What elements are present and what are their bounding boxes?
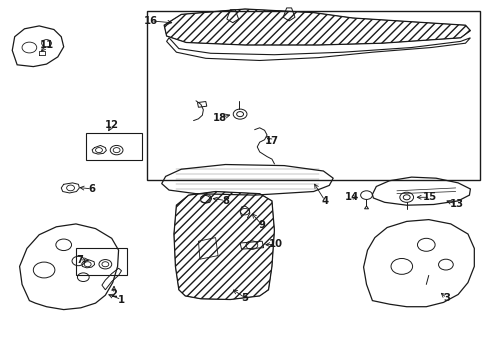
Text: 1: 1	[118, 294, 125, 305]
Text: 14: 14	[344, 192, 359, 202]
Text: 10: 10	[269, 239, 282, 249]
Text: 6: 6	[89, 184, 96, 194]
Text: 16: 16	[144, 16, 158, 26]
Bar	[86, 133, 142, 160]
Text: 11: 11	[39, 40, 54, 50]
Text: 7: 7	[76, 255, 83, 265]
Text: 4: 4	[321, 195, 328, 206]
Text: 3: 3	[443, 293, 450, 303]
Text: 15: 15	[423, 192, 437, 202]
Text: 5: 5	[242, 293, 248, 303]
Text: 8: 8	[222, 195, 229, 206]
Text: 2: 2	[110, 289, 117, 299]
Bar	[147, 11, 480, 180]
Text: 9: 9	[259, 220, 266, 230]
Text: 13: 13	[450, 199, 464, 209]
Text: 12: 12	[105, 120, 119, 130]
Text: 18: 18	[213, 113, 226, 123]
Bar	[76, 248, 127, 275]
Text: 17: 17	[265, 136, 279, 147]
